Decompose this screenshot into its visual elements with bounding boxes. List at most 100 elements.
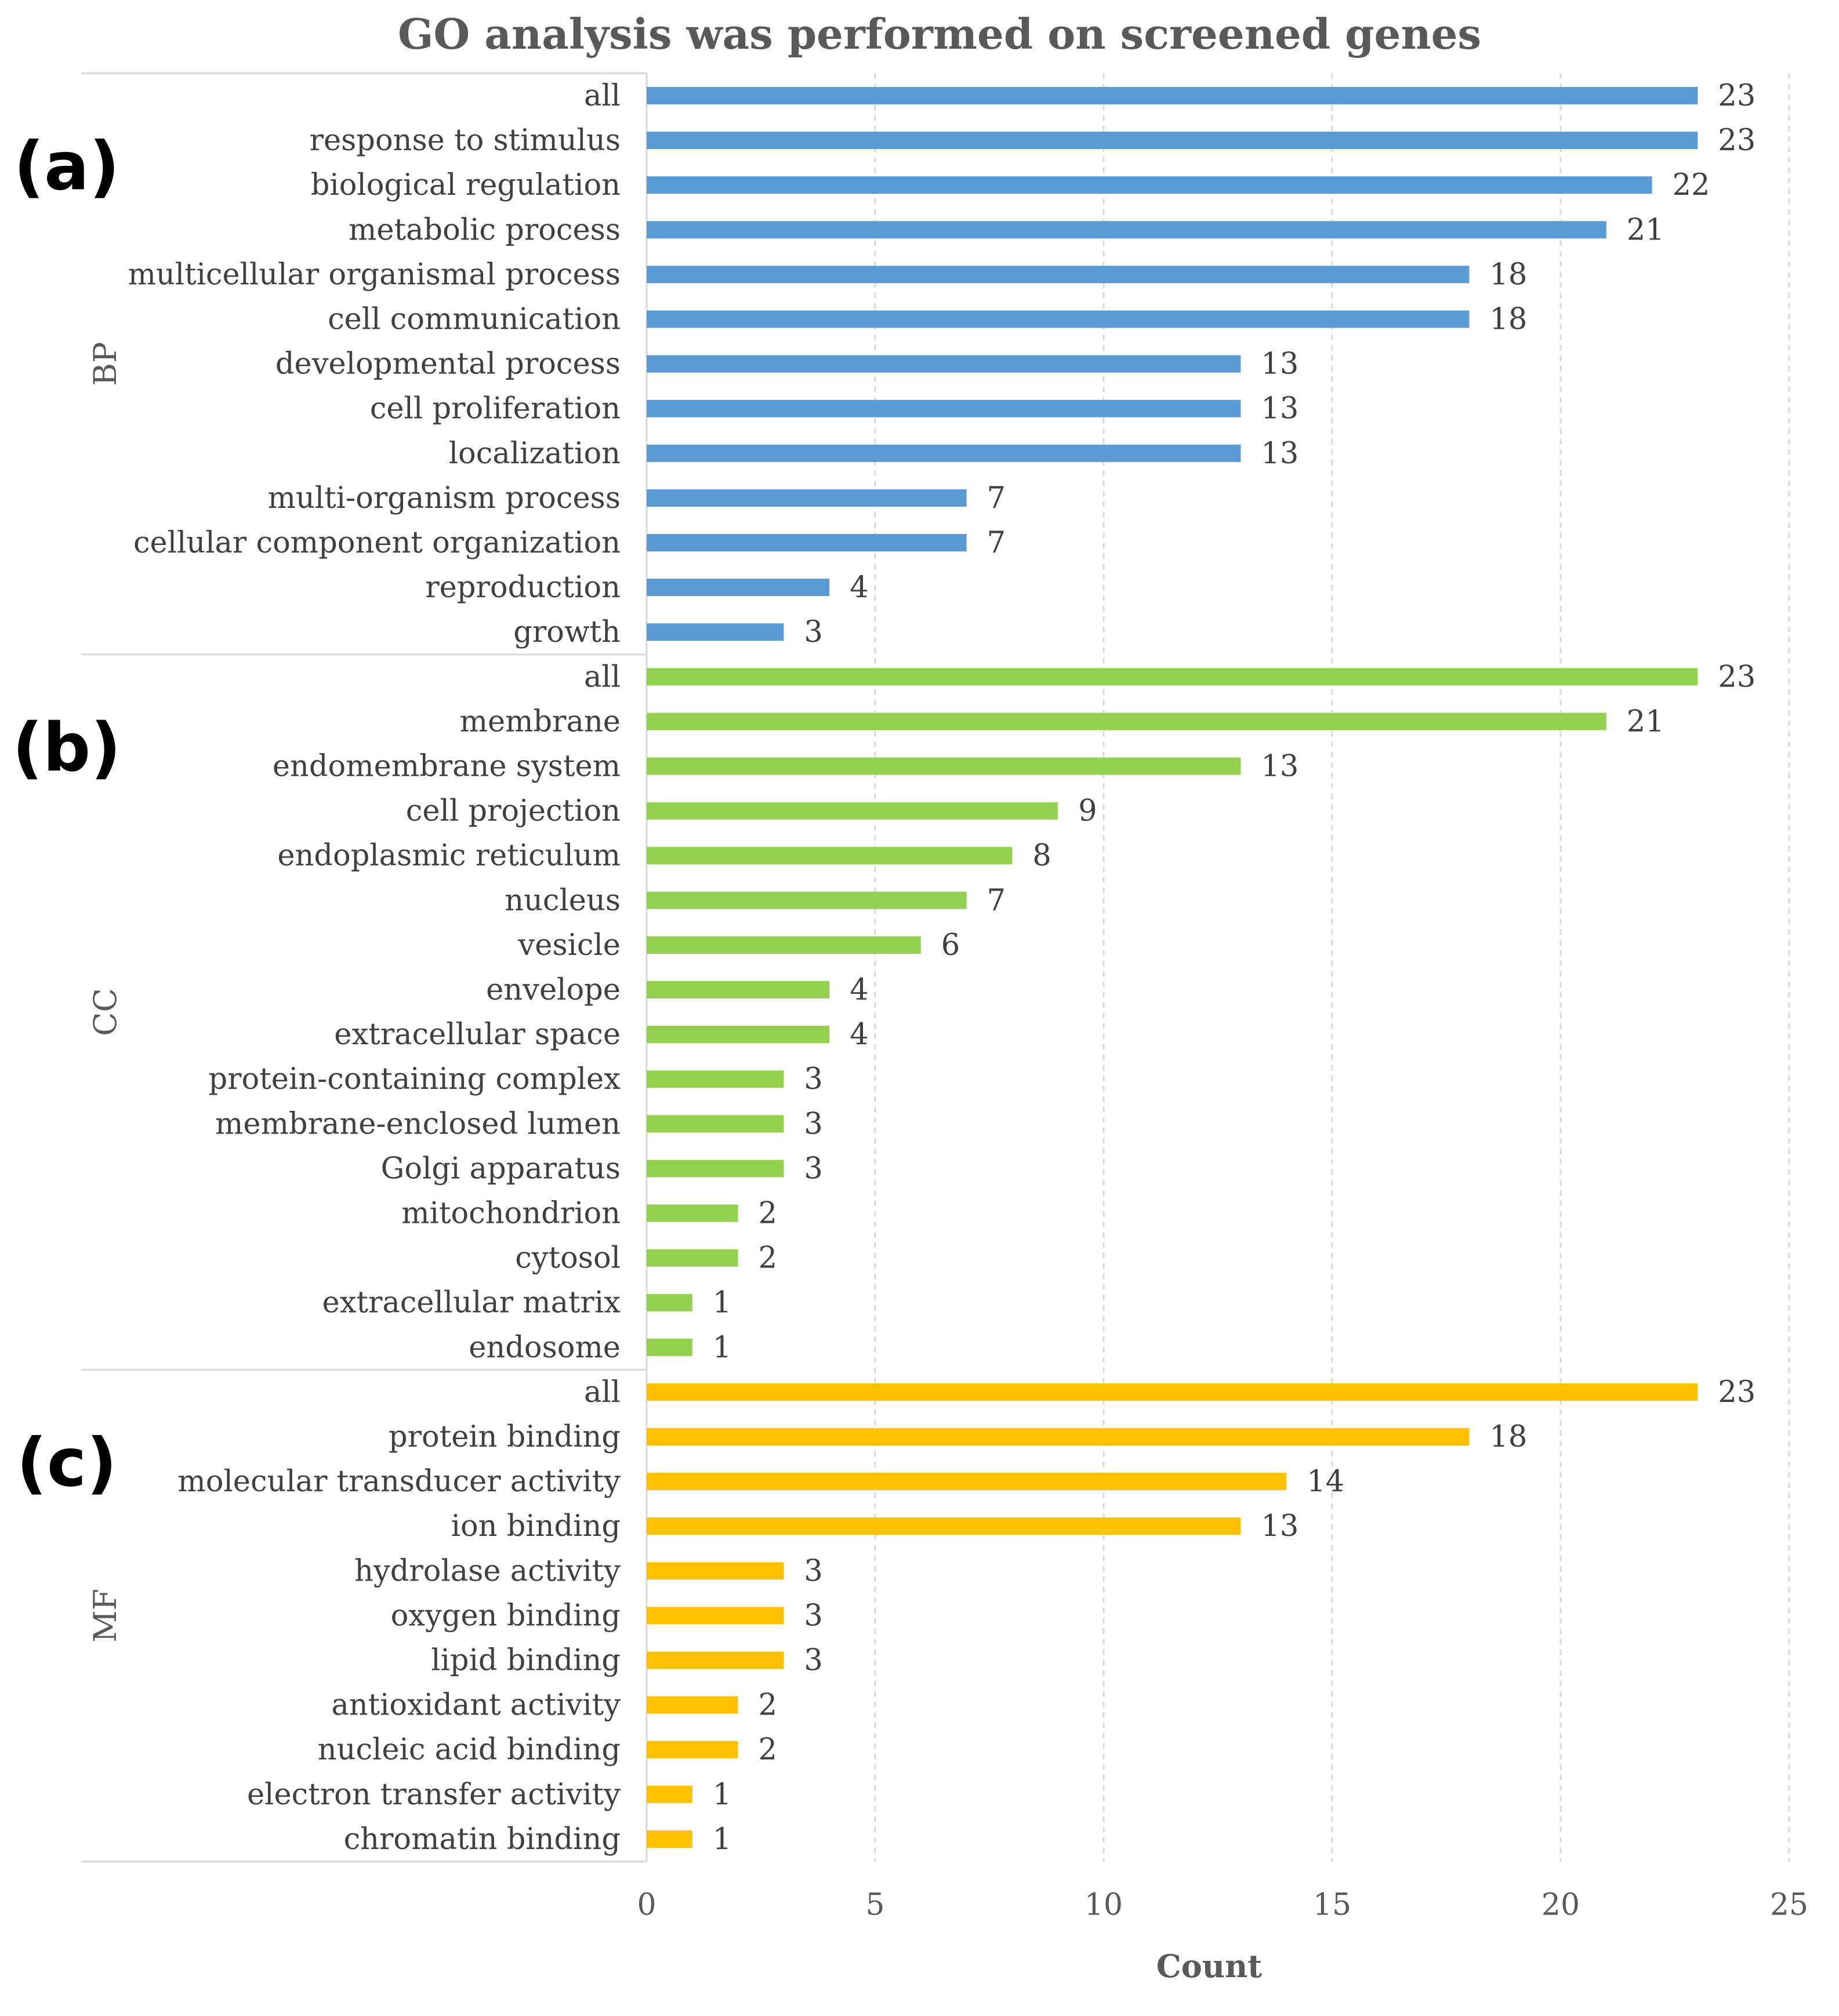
value-label: 23 — [1718, 660, 1755, 694]
value-label: 3 — [804, 1152, 822, 1186]
bar — [647, 1160, 784, 1178]
bar — [647, 1428, 1470, 1445]
bar — [647, 757, 1241, 775]
value-label: 3 — [804, 1107, 822, 1141]
bar — [647, 1294, 692, 1312]
value-label: 4 — [850, 571, 868, 605]
bar — [647, 579, 830, 597]
bar — [647, 623, 784, 641]
value-label: 2 — [759, 1197, 777, 1231]
category-label: developmental process — [275, 347, 621, 382]
bar — [647, 1651, 784, 1669]
category-label: cell communication — [328, 303, 621, 337]
group-label: BP — [87, 342, 124, 386]
bar — [647, 1562, 784, 1580]
value-label: 21 — [1627, 704, 1664, 739]
bar — [647, 489, 967, 507]
category-label: vesicle — [517, 928, 621, 962]
category-label: chromatin binding — [344, 1822, 621, 1857]
group-label: MF — [87, 1589, 124, 1643]
value-label: 18 — [1489, 1420, 1527, 1454]
value-label: 3 — [804, 1599, 822, 1633]
category-label: cellular component organization — [133, 526, 621, 560]
category-label: all — [584, 1375, 621, 1410]
value-label: 3 — [804, 1554, 822, 1588]
value-label: 13 — [1261, 392, 1298, 426]
panel-label: (c) — [16, 1424, 117, 1502]
bar — [647, 1696, 738, 1714]
category-label: growth — [513, 615, 621, 649]
category-label: mitochondrion — [401, 1197, 621, 1231]
bar — [647, 355, 1241, 373]
value-labels: 2323222118181313137743232113987644333221… — [713, 79, 1756, 1857]
value-label: 2 — [759, 1733, 777, 1767]
x-tick-label: 5 — [865, 1887, 884, 1922]
bar — [647, 176, 1652, 194]
group-separators — [81, 72, 647, 1862]
category-label: nucleic acid binding — [318, 1733, 621, 1767]
bar — [647, 266, 1470, 284]
category-label: metabolic process — [349, 213, 621, 247]
category-label: endosome — [469, 1331, 621, 1365]
category-label: lipid binding — [431, 1644, 621, 1678]
category-label: all — [584, 79, 621, 113]
value-label: 7 — [987, 481, 1006, 515]
value-label: 2 — [759, 1241, 777, 1276]
category-label: envelope — [486, 973, 621, 1007]
category-label: response to stimulus — [310, 123, 621, 158]
category-label: extracellular space — [334, 1018, 621, 1052]
value-label: 13 — [1261, 437, 1298, 471]
bar — [647, 1070, 784, 1088]
value-label: 13 — [1261, 750, 1298, 784]
x-tick-label: 10 — [1084, 1887, 1123, 1922]
x-tick-label: 0 — [637, 1887, 656, 1922]
category-label: protein binding — [389, 1420, 621, 1454]
bar — [647, 713, 1606, 731]
value-label: 21 — [1627, 213, 1664, 247]
value-label: 1 — [713, 1331, 731, 1365]
category-label: nucleus — [505, 884, 621, 918]
value-label: 9 — [1078, 794, 1097, 829]
x-tick-label: 15 — [1313, 1887, 1351, 1922]
value-label: 2 — [759, 1688, 777, 1723]
category-label: membrane-enclosed lumen — [215, 1107, 621, 1141]
category-label: Golgi apparatus — [381, 1152, 621, 1186]
bar — [647, 1473, 1287, 1491]
bar — [647, 1785, 692, 1803]
bar — [647, 1830, 692, 1848]
category-label: ion binding — [451, 1509, 621, 1543]
bar — [647, 87, 1698, 104]
group-labels: BP (a) CC (b) MF (c) — [12, 128, 124, 1642]
bar — [647, 891, 967, 909]
value-label: 22 — [1673, 168, 1710, 202]
value-label: 1 — [713, 1286, 731, 1320]
value-label: 3 — [804, 615, 822, 649]
category-label: electron transfer activity — [247, 1778, 621, 1812]
bar — [647, 399, 1241, 417]
bar — [647, 310, 1470, 328]
x-axis-label: Count — [1156, 1948, 1263, 1985]
value-label: 13 — [1261, 1509, 1298, 1543]
bar — [647, 444, 1241, 462]
value-label: 1 — [713, 1822, 731, 1857]
value-label: 7 — [987, 884, 1006, 918]
category-label: hydrolase activity — [354, 1554, 621, 1588]
panel-label: (a) — [14, 128, 120, 205]
value-label: 13 — [1261, 347, 1298, 382]
category-label: multi-organism process — [268, 481, 621, 515]
chart-title: GO analysis was performed on screened ge… — [398, 9, 1481, 59]
category-label: endoplasmic reticulum — [277, 839, 621, 873]
bar — [647, 1204, 738, 1222]
bar — [647, 847, 1013, 864]
bar — [647, 1115, 784, 1133]
value-label: 23 — [1718, 1375, 1755, 1410]
value-label: 18 — [1489, 303, 1527, 337]
category-label: cytosol — [515, 1241, 621, 1276]
value-label: 14 — [1307, 1465, 1344, 1499]
value-label: 8 — [1032, 839, 1051, 873]
bar — [647, 132, 1698, 150]
bar — [647, 1026, 830, 1044]
bars — [647, 87, 1698, 1848]
